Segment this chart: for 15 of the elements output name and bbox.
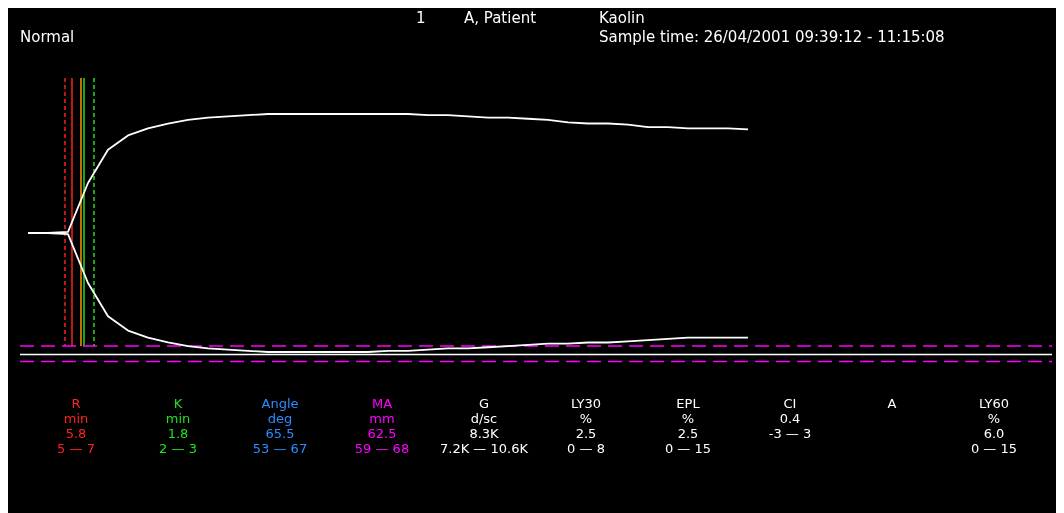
text: A, Patient — [464, 9, 537, 27]
text: Sample time: 26/04/2001 09:39:12 - 11:15:08 — [599, 28, 945, 46]
text: MA mm 62.5 59 — 68 — [354, 396, 410, 456]
text: LY30 % 2.5 0 — 8 — [567, 396, 605, 456]
text: EPL % 2.5 0 — 15 — [664, 396, 712, 456]
text: R min 5.8 5 — 7 — [57, 396, 95, 456]
text: LY60 % 6.0 0 — 15 — [970, 396, 1018, 456]
text: A — [887, 396, 897, 411]
text: CI 0.4 -3 — 3 — [768, 396, 812, 441]
text: K min 1.8 2 — 3 — [159, 396, 197, 456]
text: Kaolin — [599, 9, 645, 27]
text: Angle deg 65.5 53 — 67 — [252, 396, 308, 456]
chart-title: Normal — [20, 28, 75, 46]
text: G d/sc 8.3K 7.2K — 10.6K — [440, 396, 529, 456]
text: 1 — [416, 9, 426, 27]
